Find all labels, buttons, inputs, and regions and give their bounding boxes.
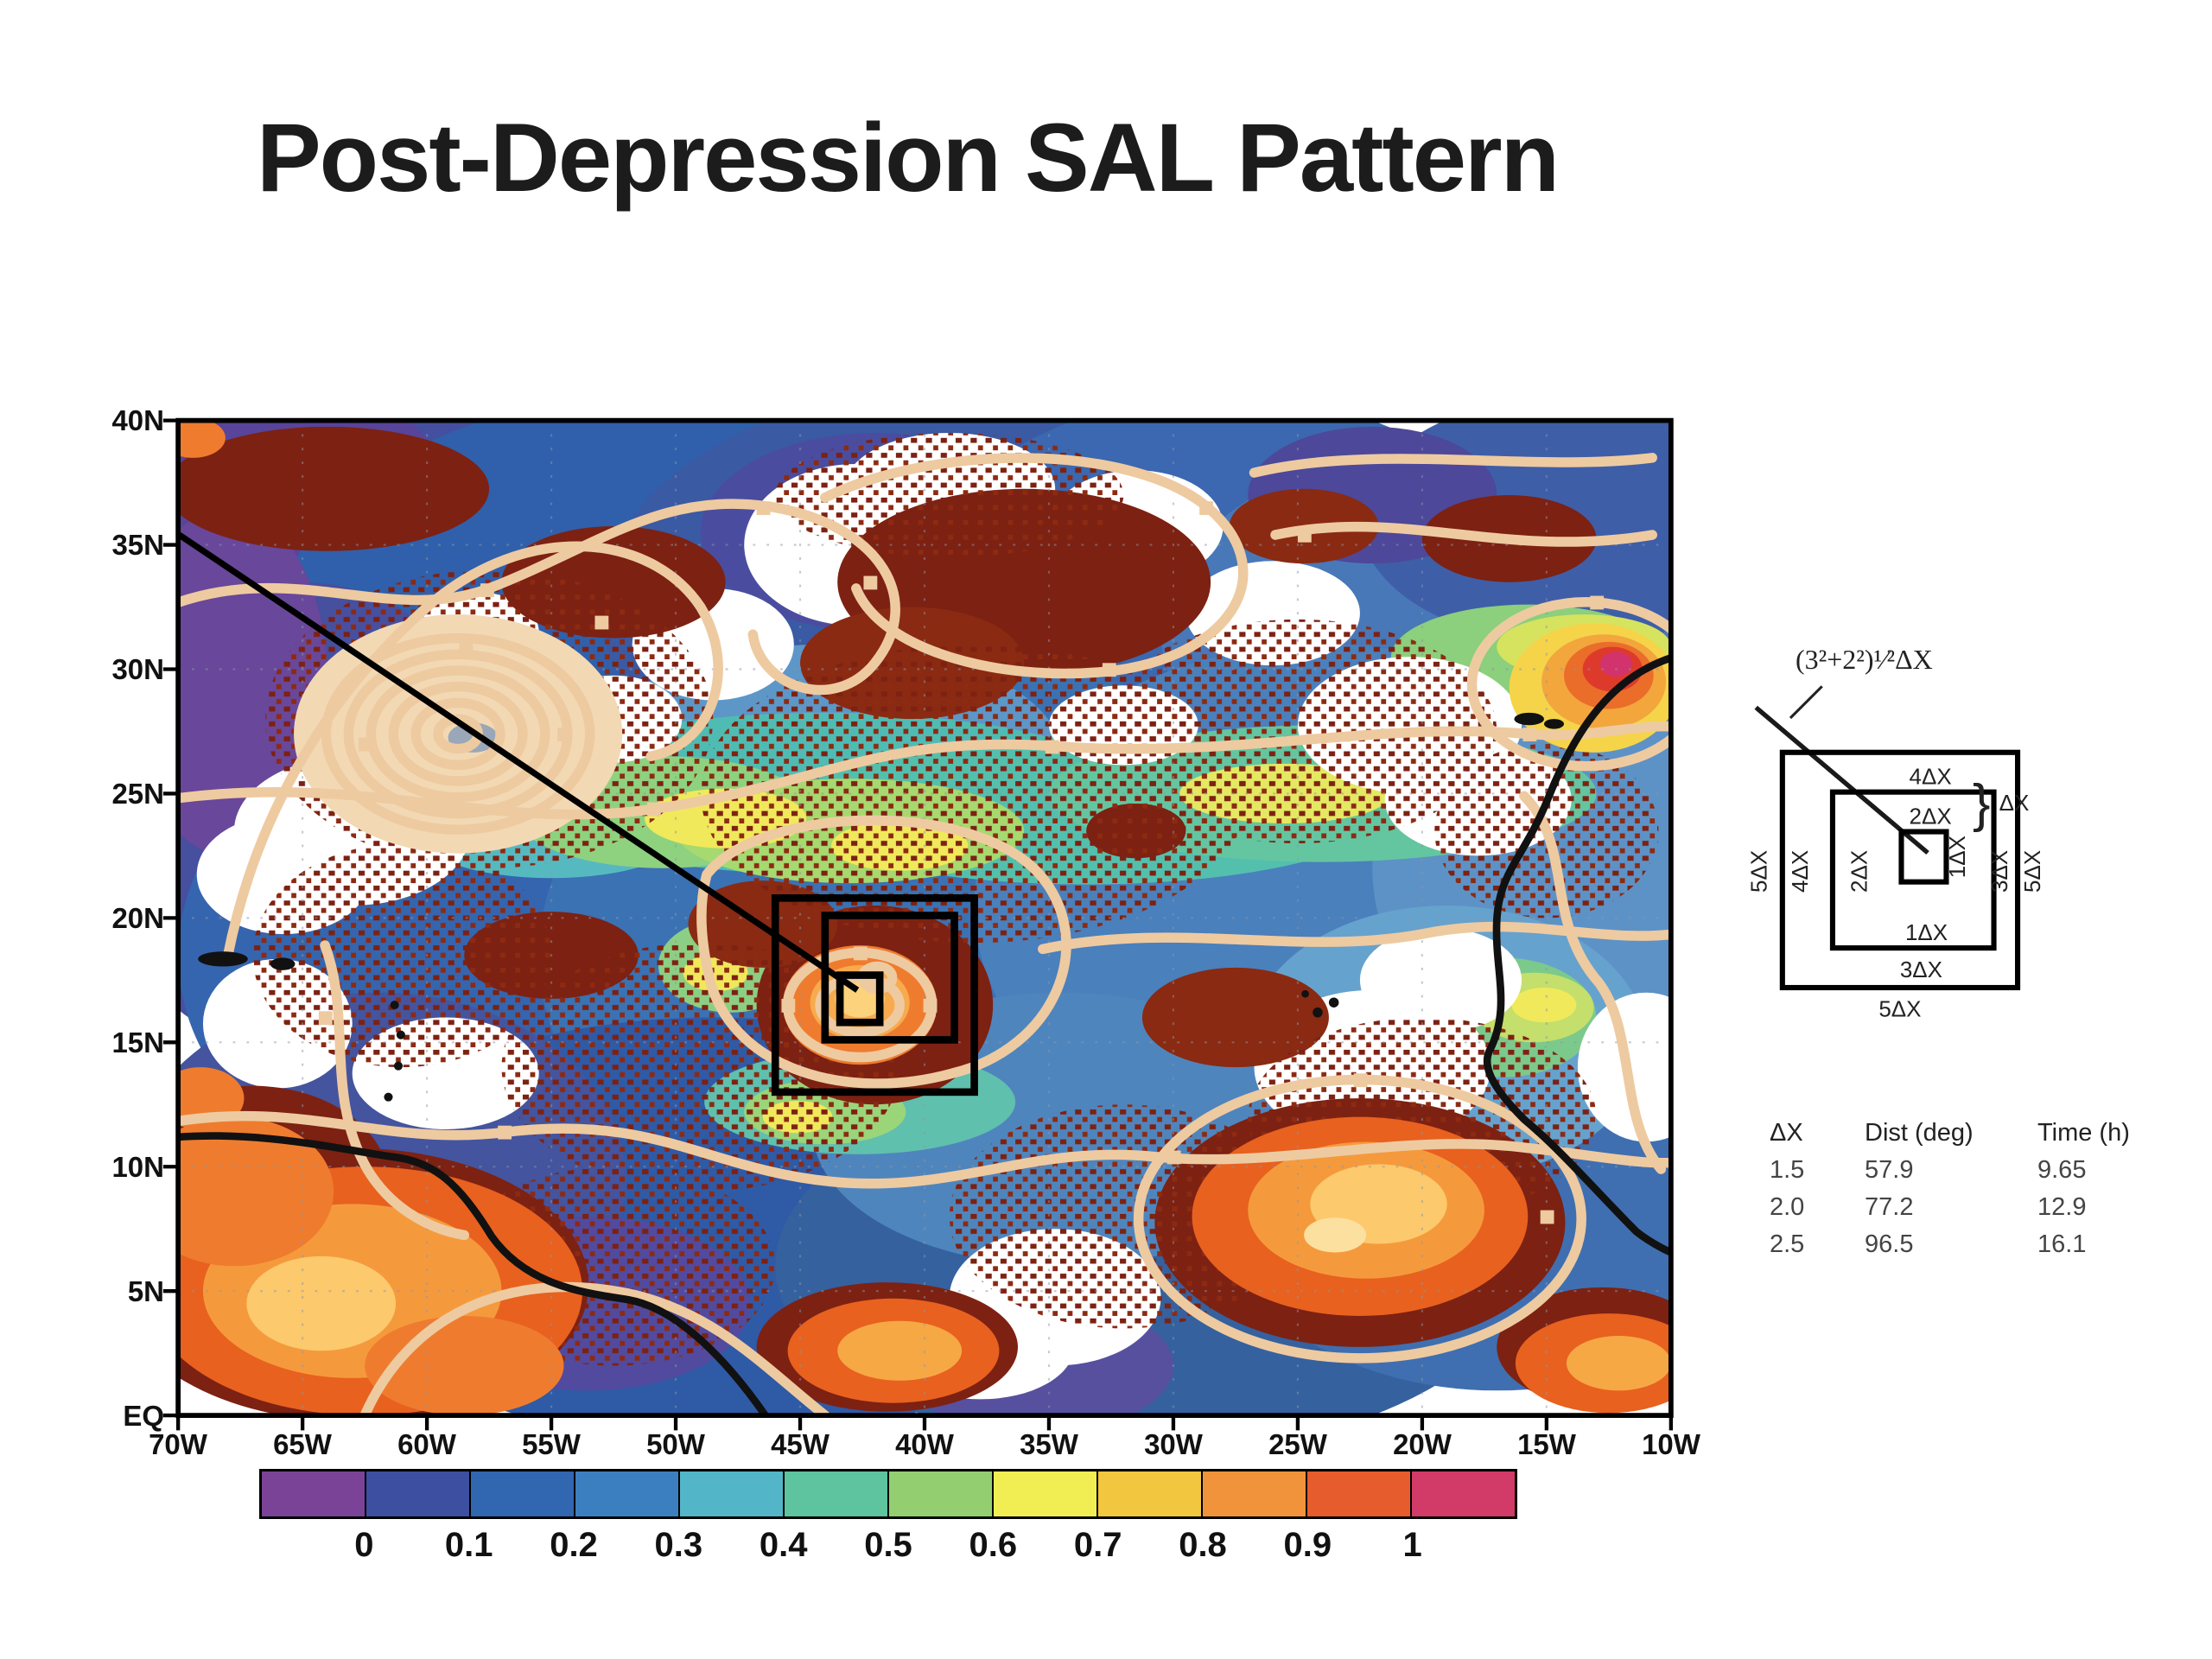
y-tick-label: EQ — [123, 1400, 164, 1432]
colorbar-cell — [1410, 1471, 1515, 1516]
x-tick-label: 40W — [895, 1428, 954, 1460]
colorbar-tick-label: 0.9 — [1283, 1526, 1332, 1564]
deltax-diagram: (3²+2²)¹⁄²ΔX 4ΔX 2ΔX } ΔX 5ΔX 4ΔX 2ΔX 1Δ… — [1745, 644, 2195, 1093]
table-cell: 77.2 — [1865, 1193, 1914, 1221]
colorbar-cell — [678, 1471, 783, 1516]
sal-map-plot — [162, 417, 1674, 1431]
deltax-table: ΔX Dist (deg) Time (h) 1.5 57.9 9.65 2.0… — [1770, 1119, 2167, 1259]
table-cell: 96.5 — [1865, 1230, 1914, 1258]
colorbar-tick-label: 0.2 — [550, 1526, 598, 1564]
table-cell: 12.9 — [2037, 1193, 2087, 1221]
table-header: ΔX — [1770, 1119, 1803, 1147]
y-tick-label: 40N — [111, 404, 164, 436]
colorbar-tick-label: 0.4 — [759, 1526, 808, 1564]
colorbar-cell — [365, 1471, 469, 1516]
label-3dx-bottom: 3ΔX — [1900, 957, 1942, 982]
label-4dx-top: 4ΔX — [1910, 763, 1952, 789]
x-tick-label: 55W — [522, 1428, 581, 1460]
colorbar-tick-label: 0.7 — [1073, 1526, 1122, 1564]
table-cell: 2.5 — [1770, 1230, 1805, 1258]
label-2dx-left: 2ΔX — [1847, 850, 1872, 893]
x-tick-label: 30W — [1144, 1428, 1203, 1460]
label-3dx-right: 3ΔX — [1986, 850, 2012, 893]
colorbar-cell — [469, 1471, 574, 1516]
table-cell: 1.5 — [1770, 1156, 1805, 1184]
x-tick-label: 35W — [1020, 1428, 1078, 1460]
y-tick-label: 35N — [111, 529, 164, 561]
colorbar-tick-label: 1 — [1402, 1526, 1422, 1564]
colorbar-tick-label: 0.6 — [969, 1526, 1018, 1564]
x-tick-label: 70W — [149, 1428, 207, 1460]
diagonal-formula: (3²+2²)¹⁄²ΔX — [1796, 644, 1933, 675]
colorbar-cell — [783, 1471, 887, 1516]
probability-field — [178, 420, 1671, 1416]
slide-title: Post-Depression SAL Pattern — [256, 104, 1560, 212]
table-cell: 2.0 — [1770, 1193, 1805, 1221]
deltax-diagram-figure: 4ΔX 2ΔX } ΔX 5ΔX 4ΔX 2ΔX 1ΔX 3ΔX 5ΔX 1ΔX… — [1745, 685, 2045, 1022]
label-4dx-left: 4ΔX — [1787, 850, 1813, 893]
x-tick-label: 20W — [1393, 1428, 1452, 1460]
sal-map — [161, 413, 1688, 1438]
x-tick-label: 65W — [273, 1428, 332, 1460]
label-5dx-right: 5ΔX — [2019, 850, 2045, 893]
colorbar-cell — [262, 1471, 365, 1516]
table-header: Time (h) — [2037, 1119, 2130, 1147]
colorbar-cell — [574, 1471, 678, 1516]
colorbar-cell — [887, 1471, 992, 1516]
label-5dx-left: 5ΔX — [1745, 850, 1771, 893]
y-tick-label: 5N — [127, 1275, 164, 1307]
colorbar-cell — [1201, 1471, 1306, 1516]
colorbar-labels: 0 0.1 0.2 0.3 0.4 0.5 0.6 0.7 0.8 0.9 1 — [259, 1526, 1517, 1569]
label-5dx-bottom: 5ΔX — [1878, 996, 1921, 1022]
colorbar — [259, 1469, 1517, 1519]
y-tick-label: 25N — [111, 778, 164, 810]
brace-deltax: ΔX — [1999, 790, 2030, 816]
y-tick-label: 15N — [111, 1027, 164, 1058]
colorbar-cell — [992, 1471, 1096, 1516]
label-2dx-top: 2ΔX — [1910, 803, 1952, 829]
coastlines — [178, 653, 1671, 1416]
table-cell: 57.9 — [1865, 1156, 1914, 1184]
axes-frame — [162, 417, 1674, 1431]
y-tick-label: 20N — [111, 902, 164, 934]
label-1dx-right: 1ΔX — [1944, 836, 1970, 878]
colorbar-tick-label: 0 — [354, 1526, 374, 1564]
contour-label-markers — [318, 501, 1605, 1224]
inset-boxes — [178, 530, 978, 1096]
colorbar-tick-label: 0.5 — [864, 1526, 912, 1564]
islands — [198, 712, 1565, 1102]
colorbar-tick-label: 0.8 — [1179, 1526, 1227, 1564]
x-tick-label: 25W — [1268, 1428, 1327, 1460]
colorbar-tick-label: 0.3 — [654, 1526, 703, 1564]
x-tick-label: 15W — [1517, 1428, 1576, 1460]
x-tick-label: 60W — [397, 1428, 456, 1460]
colorbar-tick-label: 0.1 — [444, 1526, 493, 1564]
x-tick-label: 45W — [771, 1428, 830, 1460]
colorbar-cell — [1096, 1471, 1201, 1516]
label-1dx-bottom: 1ΔX — [1905, 919, 1948, 945]
table-cell: 9.65 — [2037, 1156, 2087, 1184]
x-tick-label: 10W — [1642, 1428, 1700, 1460]
table-header: Dist (deg) — [1865, 1119, 1974, 1147]
colorbar-cell — [1306, 1471, 1410, 1516]
x-tick-label: 50W — [646, 1428, 705, 1460]
brace: } — [1973, 773, 1990, 832]
y-tick-label: 10N — [111, 1151, 164, 1183]
y-tick-label: 30N — [111, 653, 164, 685]
table-cell: 16.1 — [2037, 1230, 2087, 1258]
